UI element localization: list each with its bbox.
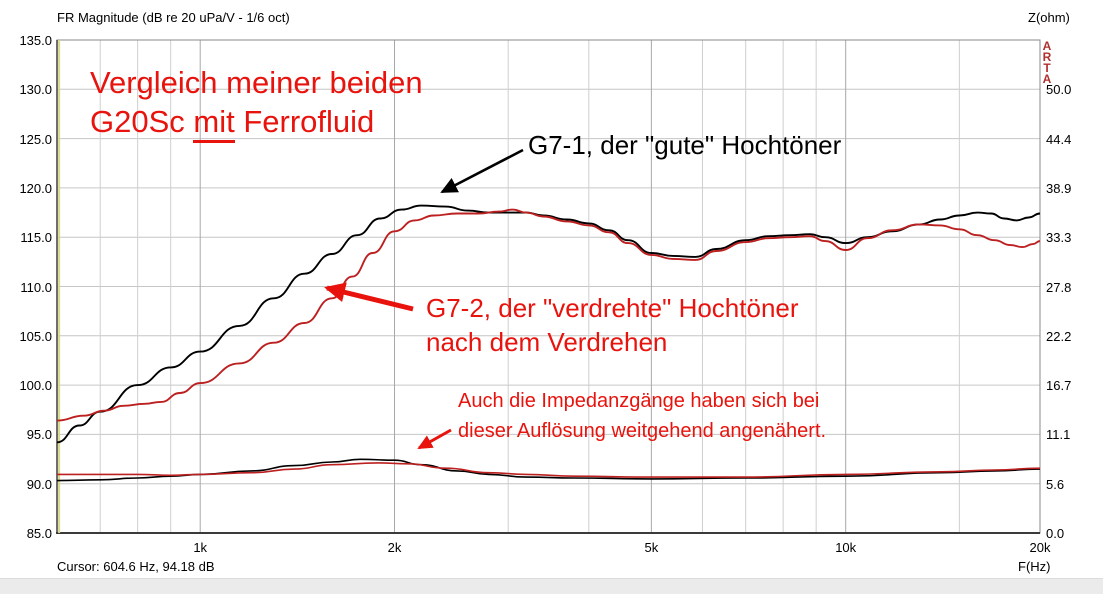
- right-axis-title: Z(ohm): [1028, 10, 1070, 25]
- y-left-tick-label: 110.0: [20, 279, 52, 295]
- impedance-annotation: Auch die Impedanzgänge haben sich bei di…: [458, 390, 827, 442]
- measurement-curves: [56, 204, 1041, 482]
- heading-line1: Vergleich meiner beiden: [90, 65, 423, 100]
- y-right-tick-label: 5.6: [1046, 476, 1065, 492]
- g72-arrow: [324, 282, 414, 312]
- underlined-word: mit: [193, 104, 235, 143]
- heading-line2: G20Sc mit Ferrofluid: [90, 102, 423, 143]
- arta-letter: T: [1043, 61, 1051, 75]
- annotation-arrows: [324, 148, 524, 450]
- y-left-tick-label: 130.0: [19, 82, 52, 98]
- y-left-tick-label: 115.0: [20, 230, 52, 246]
- y-left-tick-label: 85.0: [26, 526, 52, 541]
- y-right-tick-label: 11.1: [1046, 427, 1071, 443]
- curve-0: [56, 204, 1041, 444]
- y-right-tick-label: 0.0: [1046, 526, 1065, 541]
- y-right-tick-label: 33.3: [1046, 230, 1072, 246]
- y-left-tick-label: 100.0: [19, 378, 52, 394]
- arta-letter: A: [1042, 39, 1052, 53]
- arta-letter: A: [1042, 72, 1052, 86]
- cursor-readout: Cursor: 604.6 Hz, 94.18 dB: [57, 559, 215, 574]
- status-bar: [0, 578, 1103, 594]
- y-right-tick-label: 16.7: [1046, 378, 1072, 394]
- curve-1: [56, 208, 1041, 422]
- arta-letter: R: [1042, 50, 1052, 64]
- y-left-tick-label: 120.0: [19, 180, 52, 196]
- y-left-tick-label: 125.0: [19, 131, 52, 147]
- x-tick-label: 1k: [193, 540, 208, 555]
- curve-2: [56, 458, 1041, 482]
- y-right-tick-label: 27.8: [1046, 279, 1072, 295]
- x-tick-label: 2k: [387, 540, 402, 555]
- grid-lines: [57, 40, 1041, 533]
- y-right-tick-label: 22.2: [1046, 328, 1072, 344]
- comparison-heading: Vergleich meiner beiden G20Sc mit Ferrof…: [90, 63, 423, 143]
- y-right-tick-label: 50.0: [1046, 82, 1072, 98]
- y-right-tick-label: 38.9: [1046, 180, 1072, 196]
- x-axis-title: F(Hz): [1018, 559, 1051, 574]
- chart-title: FR Magnitude (dB re 20 uPa/V - 1/6 oct): [57, 10, 290, 25]
- g72-annotation: G7-2, der "verdrehte" Hochtöner nach dem…: [426, 293, 799, 357]
- y-left-tick-label: 90.0: [26, 476, 52, 492]
- y-right-tick-label: 44.4: [1046, 131, 1072, 147]
- impedance-arrow: [417, 428, 452, 450]
- curve-3: [57, 462, 1041, 478]
- g71-arrow: [440, 148, 524, 194]
- x-tick-label: 5k: [644, 540, 659, 555]
- x-tick-label: 20k: [1029, 540, 1051, 555]
- y-left-tick-label: 105.0: [19, 328, 52, 344]
- y-left-tick-label: 95.0: [26, 427, 52, 443]
- y-left-tick-label: 135.0: [19, 33, 52, 48]
- g71-annotation: G7-1, der "gute" Hochtöner: [528, 130, 842, 160]
- x-tick-label: 10k: [835, 540, 857, 555]
